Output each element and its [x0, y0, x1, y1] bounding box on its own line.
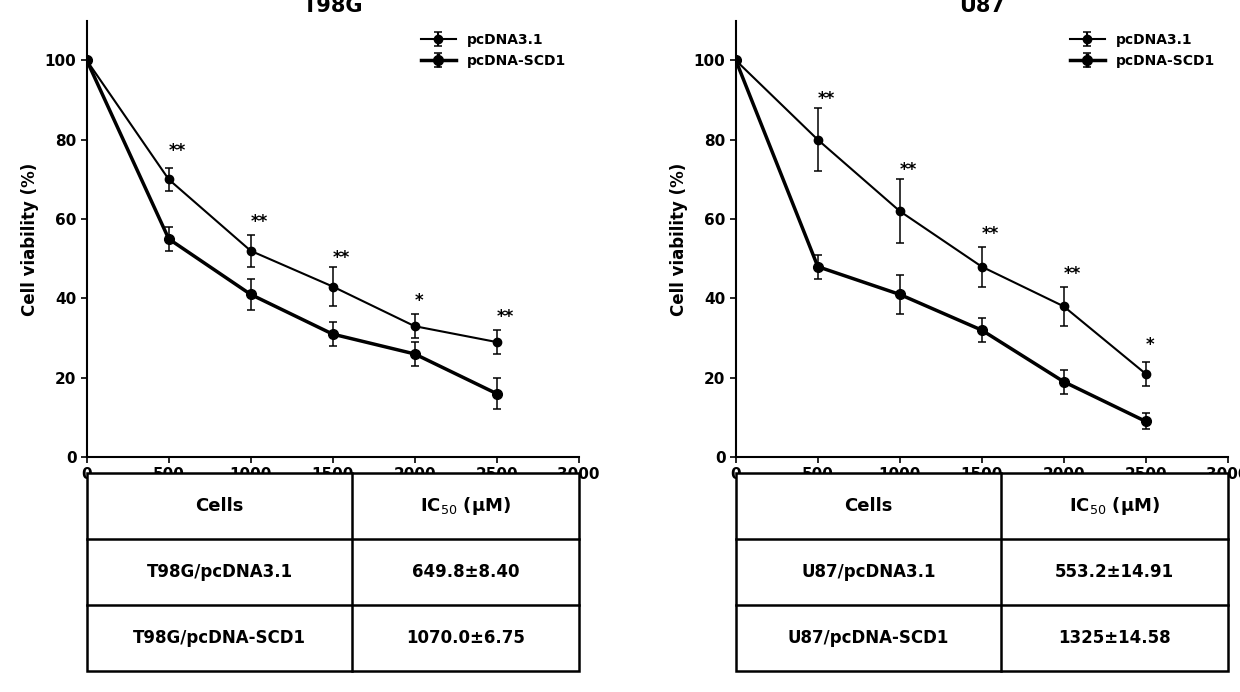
Legend: pcDNA3.1, pcDNA-SCD1: pcDNA3.1, pcDNA-SCD1 [1064, 28, 1220, 74]
Title: U87: U87 [959, 0, 1004, 17]
Text: **: ** [818, 90, 835, 108]
Text: **: ** [250, 213, 268, 231]
Y-axis label: Cell viability (%): Cell viability (%) [21, 163, 40, 316]
Text: 1325±14.58: 1325±14.58 [1058, 629, 1171, 647]
X-axis label: TMZ (μM): TMZ (μM) [937, 488, 1027, 506]
Text: *: * [414, 292, 423, 310]
Text: IC$_{50}$ (μM): IC$_{50}$ (μM) [1069, 495, 1159, 517]
Text: **: ** [496, 308, 513, 326]
Text: **: ** [169, 142, 186, 160]
Text: **: ** [332, 248, 350, 266]
X-axis label: TMZ (μM): TMZ (μM) [288, 488, 377, 506]
Text: **: ** [1064, 264, 1081, 282]
Text: 1070.0±6.75: 1070.0±6.75 [405, 629, 525, 647]
Text: Cells: Cells [196, 497, 244, 515]
Title: T98G: T98G [303, 0, 363, 17]
Text: 649.8±8.40: 649.8±8.40 [412, 563, 520, 581]
Text: *: * [1146, 336, 1154, 354]
Legend: pcDNA3.1, pcDNA-SCD1: pcDNA3.1, pcDNA-SCD1 [415, 28, 572, 74]
Y-axis label: Cell viability (%): Cell viability (%) [670, 163, 688, 316]
Text: T98G/pcDNA3.1: T98G/pcDNA3.1 [146, 563, 293, 581]
Text: **: ** [982, 225, 999, 243]
Text: Cells: Cells [844, 497, 893, 515]
Text: IC$_{50}$ (μM): IC$_{50}$ (μM) [420, 495, 511, 517]
Text: 553.2±14.91: 553.2±14.91 [1055, 563, 1174, 581]
Text: U87/pcDNA-SCD1: U87/pcDNA-SCD1 [787, 629, 950, 647]
Text: T98G/pcDNA-SCD1: T98G/pcDNA-SCD1 [133, 629, 306, 647]
Text: **: ** [900, 161, 918, 179]
Text: U87/pcDNA3.1: U87/pcDNA3.1 [801, 563, 936, 581]
